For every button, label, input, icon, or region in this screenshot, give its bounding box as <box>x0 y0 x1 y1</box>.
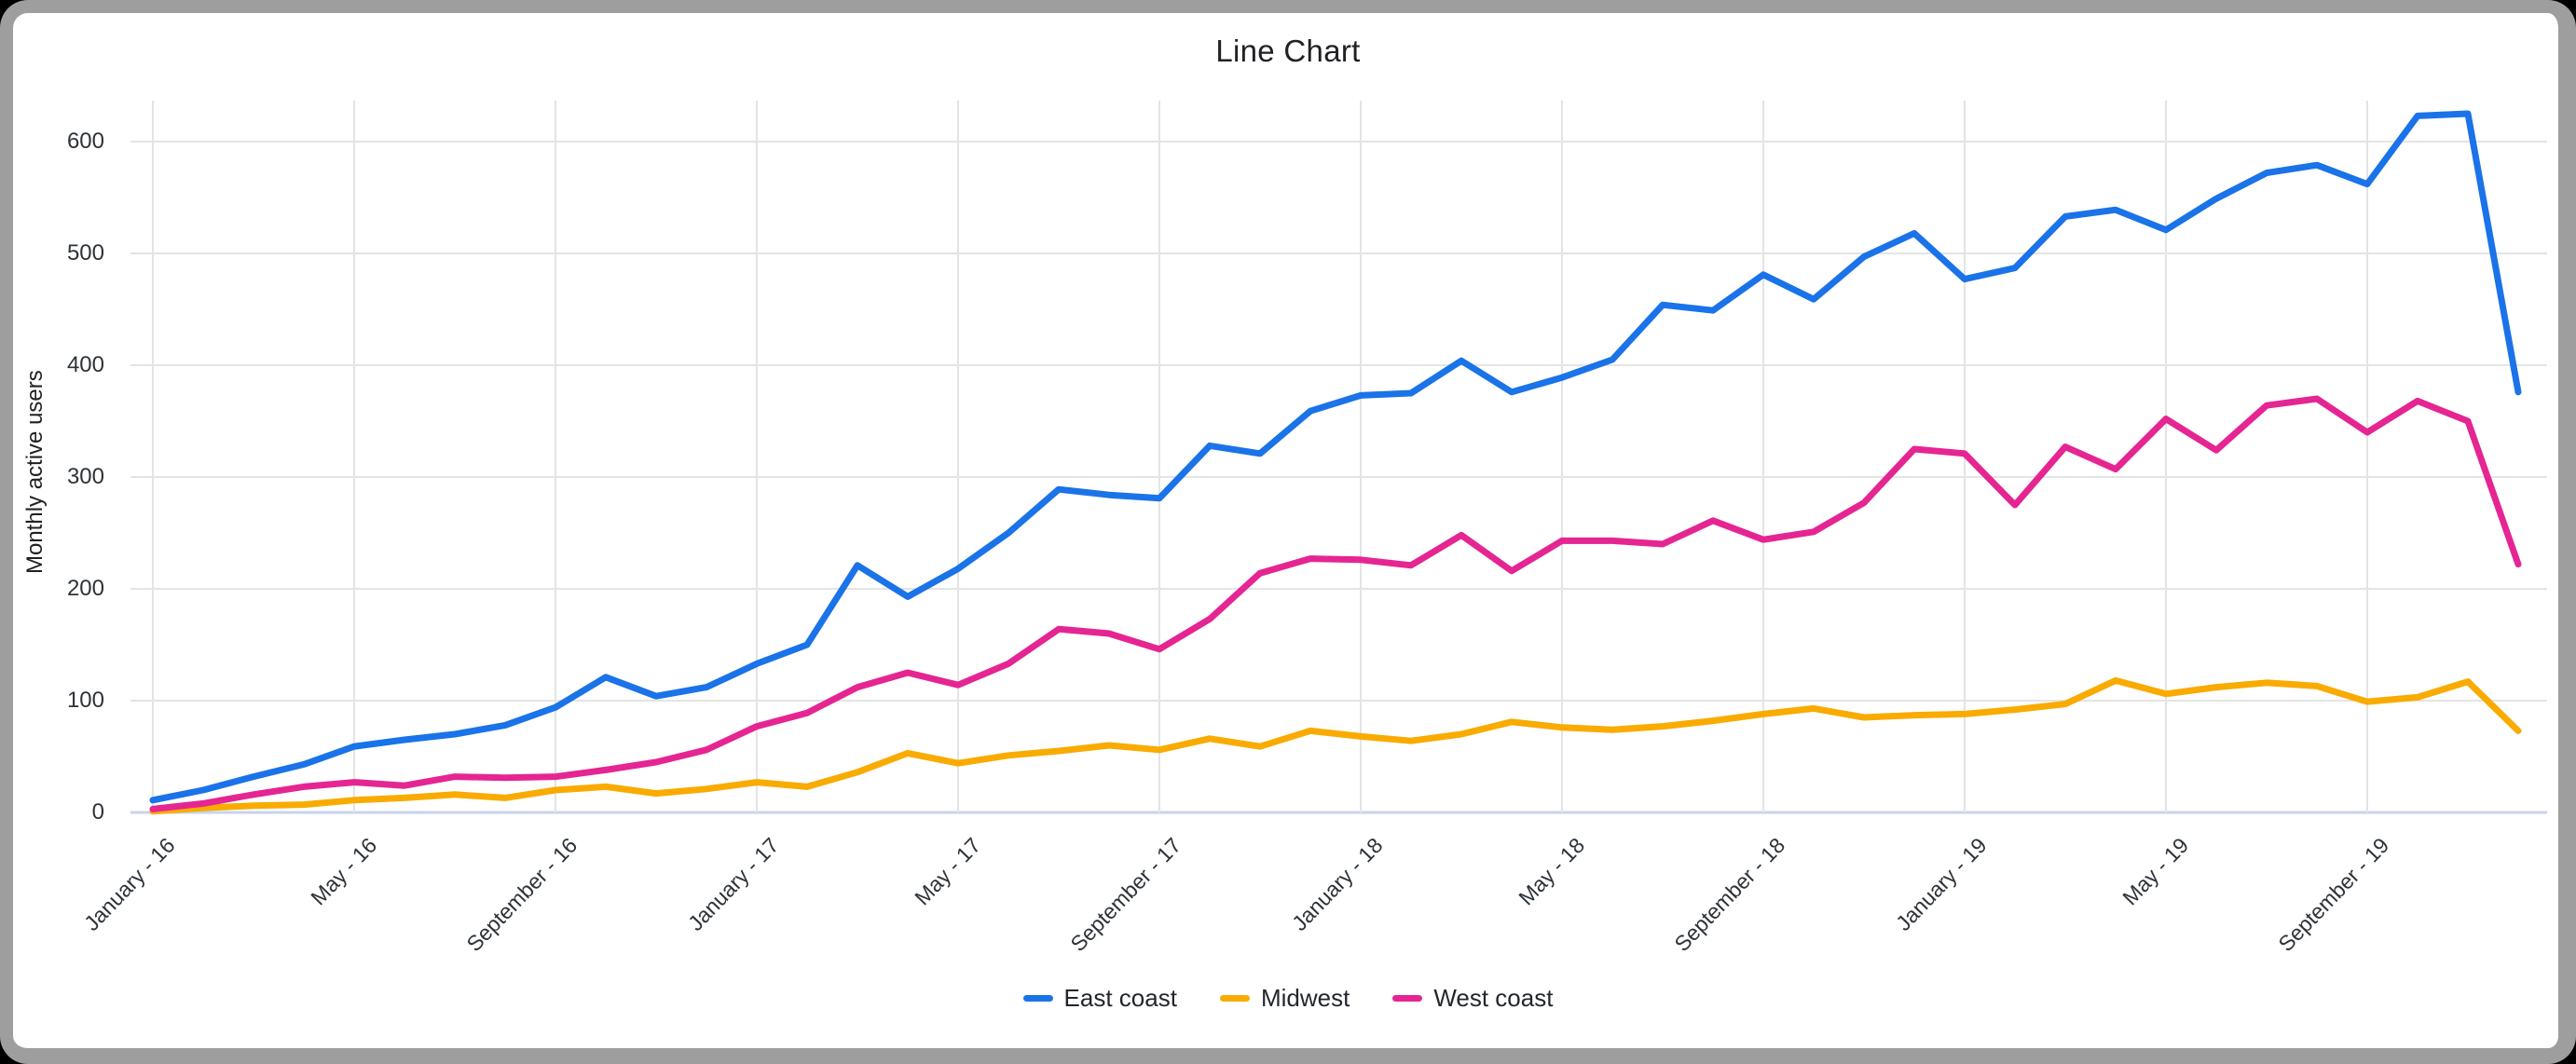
legend-item-midwest[interactable]: Midwest <box>1219 984 1350 1013</box>
y-tick-label: 0 <box>91 799 104 825</box>
y-tick-label: 400 <box>66 352 104 377</box>
y-tick-label: 200 <box>66 576 104 601</box>
legend-item-east-coast[interactable]: East coast <box>1022 984 1177 1013</box>
legend-label: East coast <box>1063 984 1177 1012</box>
legend: East coast Midwest West coast <box>0 984 2576 1013</box>
series-line-west-coast[interactable] <box>149 395 2522 812</box>
legend-swatch-west-coast <box>1392 995 1423 1002</box>
series-line-east-coast[interactable] <box>149 110 2522 804</box>
legend-swatch-east-coast <box>1022 995 1053 1002</box>
legend-label: West coast <box>1433 984 1554 1012</box>
y-tick-label: 100 <box>66 688 104 713</box>
legend-swatch-midwest <box>1219 995 1250 1002</box>
series-line-midwest[interactable] <box>149 676 2522 815</box>
legend-label: Midwest <box>1260 984 1350 1012</box>
legend-item-west-coast[interactable]: West coast <box>1392 984 1553 1013</box>
chart-title: Line Chart <box>1215 34 1361 68</box>
y-tick-label: 500 <box>66 240 104 266</box>
y-tick-label: 300 <box>66 464 104 489</box>
y-tick-label: 600 <box>66 129 104 154</box>
